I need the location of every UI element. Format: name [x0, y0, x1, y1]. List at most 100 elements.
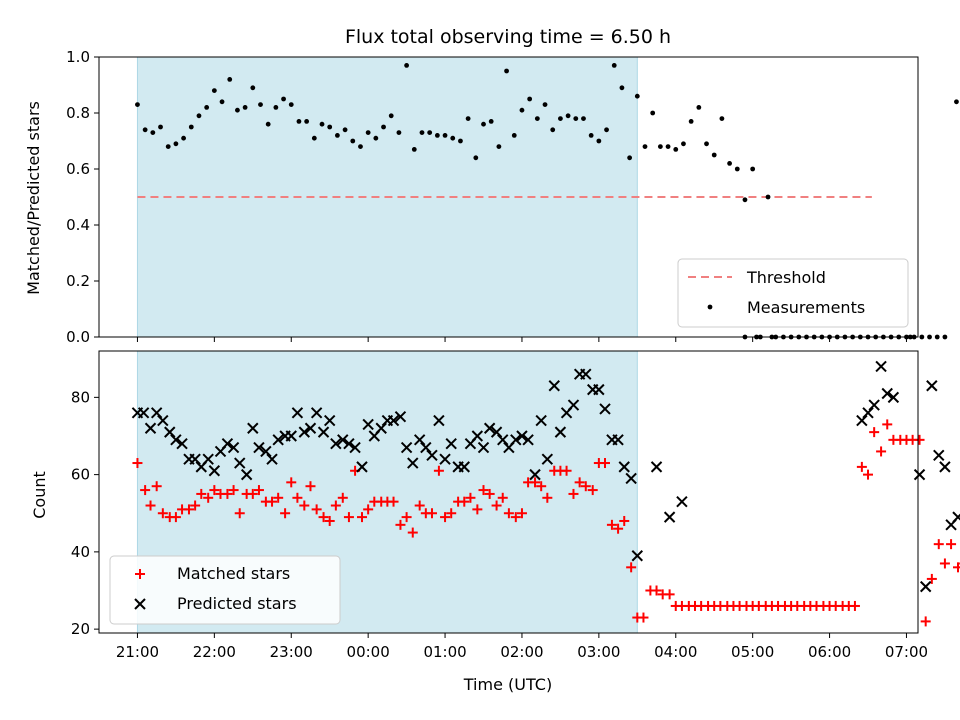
x-tick-label: 05:00 [731, 643, 774, 661]
top-panel: 0.0 0.2 0.4 0.6 0.8 1.0 [66, 48, 959, 346]
predicted-star-point [343, 438, 355, 450]
measurement-point [265, 121, 271, 127]
measurement-point [681, 141, 686, 147]
predicted-star-point [387, 414, 400, 427]
predicted-star-point [157, 414, 169, 427]
predicted-star-point [881, 387, 893, 400]
measurement-point [334, 133, 340, 138]
matched-star-point [318, 512, 329, 523]
matched-star-point [170, 512, 181, 523]
predicted-star-point [426, 449, 438, 462]
measurement-point [450, 135, 456, 141]
predicted-star-point [176, 438, 188, 450]
predicted-star-point [221, 438, 234, 450]
measurement-point [742, 197, 748, 203]
measurement-point [388, 113, 394, 119]
measurement-point [211, 88, 217, 93]
measurement-point [135, 102, 140, 107]
matched-star-point [440, 512, 451, 523]
predicted-star-point [310, 407, 323, 419]
measurement-point [558, 116, 563, 121]
measurement-point [196, 113, 202, 119]
predicted-star-point [490, 426, 503, 438]
matched-star-point [574, 477, 585, 488]
measurement-point [304, 119, 310, 124]
matched-star-point [530, 477, 541, 488]
measurement-point [727, 161, 732, 166]
predicted-star-point [477, 441, 490, 454]
measurement-point [358, 144, 363, 150]
predicted-star-point [599, 403, 611, 415]
bottom-y-tick-label: 20 [71, 620, 90, 638]
matched-star-point [135, 569, 145, 579]
matched-star-point [388, 496, 399, 507]
measurement-point [227, 77, 233, 82]
matched-star-point [209, 485, 220, 496]
top-y-axis-label: Matched/Predicted stars [24, 101, 43, 295]
predicted-star-point [272, 434, 284, 446]
matched-star-point [247, 488, 258, 499]
bottom-y-tick-label: 80 [71, 388, 90, 406]
measurement-point [242, 105, 248, 110]
predicted-star-point [337, 434, 349, 446]
predicted-star-point [298, 426, 311, 438]
predicted-star-point [266, 453, 278, 465]
x-tick-label: 06:00 [808, 643, 851, 661]
matched-star-point [228, 485, 239, 496]
matched-star-point [568, 488, 579, 499]
top-legend: Threshold Measurements [677, 258, 909, 328]
predicted-star-point [650, 461, 663, 473]
predicted-star-point [304, 422, 317, 434]
predicted-star-point [952, 511, 960, 523]
matched-star-point [920, 616, 931, 627]
legend-predicted-label: Predicted stars [177, 594, 297, 613]
measurement-point [657, 144, 663, 150]
measurement-point [342, 127, 348, 133]
matched-star-point [395, 519, 406, 530]
measurement-point [281, 96, 286, 102]
matched-star-point [407, 527, 418, 538]
measurement-point [473, 155, 479, 161]
predicted-star-point [567, 399, 580, 411]
predicted-star-point [362, 418, 374, 431]
x-tick-label: 00:00 [347, 643, 390, 661]
measurement-point [588, 133, 594, 138]
matched-star-point [849, 600, 860, 611]
top-plot-frame [98, 56, 919, 338]
measurement-point [665, 144, 671, 150]
matched-star-point [863, 469, 874, 480]
matched-star-point [503, 508, 514, 519]
matched-star-point [363, 504, 374, 515]
matched-star-point [939, 558, 950, 569]
measurement-point [350, 138, 356, 144]
predicted-star-point [676, 495, 688, 508]
predicted-star-point [164, 426, 176, 438]
measurement-point [427, 130, 433, 136]
measurement-point [319, 121, 325, 127]
matched-star-point [638, 612, 649, 623]
measurement-point [419, 130, 425, 136]
matched-star-point [357, 512, 368, 523]
predicted-star-point [663, 511, 676, 523]
measurement-point [150, 130, 156, 136]
predicted-star-point [856, 414, 868, 427]
predicted-star-point [522, 434, 534, 446]
predicted-star-point [420, 441, 432, 454]
matched-star-point [472, 504, 483, 515]
predicted-star-point [483, 422, 496, 434]
measurement-point [373, 135, 379, 141]
measurement-point [711, 152, 717, 158]
x-tick-label: 01:00 [423, 643, 466, 661]
matched-star-point [869, 427, 880, 438]
measurement-point [596, 138, 602, 144]
predicted-star-point [471, 430, 484, 442]
matched-star-point [613, 523, 624, 534]
matched-star-point [651, 585, 662, 596]
predicted-star-point [349, 441, 361, 454]
measurement-point [750, 166, 756, 172]
predicted-star-point [580, 368, 592, 380]
predicted-star-point [875, 360, 887, 373]
matched-star-point [856, 461, 867, 472]
measurement-point [165, 144, 171, 150]
measurement-point [381, 124, 386, 130]
